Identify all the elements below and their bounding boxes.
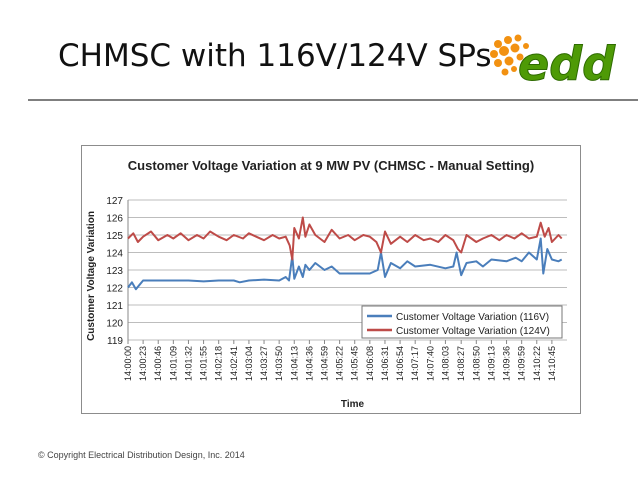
x-tick-label: 14:00:00 — [123, 346, 133, 381]
x-tick-label: 14:02:18 — [214, 346, 224, 381]
title-divider — [28, 99, 638, 101]
y-tick-label: 119 — [107, 336, 123, 347]
x-tick-label: 14:10:45 — [547, 346, 557, 381]
x-tick-label: 14:03:04 — [244, 346, 254, 381]
x-tick-label: 14:05:22 — [335, 346, 345, 381]
chart-legend: Customer Voltage Variation (116V) Custome… — [361, 305, 563, 339]
x-tick-label: 14:03:27 — [259, 346, 269, 381]
x-tick-label: 14:07:17 — [410, 346, 420, 381]
x-axis-label: Time — [341, 399, 365, 410]
x-tick-label: 14:08:03 — [440, 346, 450, 381]
y-tick-label: 123 — [106, 266, 123, 277]
chart-series — [127, 216, 563, 291]
x-tick-label: 14:08:27 — [456, 346, 466, 381]
y-tick-label: 121 — [106, 301, 123, 312]
x-tick-label: 14:01:32 — [183, 346, 193, 381]
x-tick-label: 14:06:31 — [380, 346, 390, 381]
series-line-124v — [127, 216, 563, 261]
slide-title: CHMSC with 116V/124V SPs — [58, 38, 492, 74]
x-tick-label: 14:04:13 — [289, 346, 299, 381]
chart-title: Customer Voltage Variation at 9 MW PV (C… — [127, 158, 535, 173]
edd-logo: edd — [490, 34, 617, 90]
x-tick-label: 14:09:13 — [486, 346, 496, 381]
x-tick-label: 14:06:54 — [395, 346, 405, 381]
legend-entry: Customer Voltage Variation (116V) — [396, 312, 549, 323]
y-axis-ticks: 119 120 121 122 123 124 125 126 127 — [106, 196, 123, 347]
y-tick-label: 122 — [106, 284, 123, 295]
series-line-116v — [127, 237, 563, 291]
y-tick-label: 125 — [106, 231, 123, 242]
x-tick-label: 14:03:50 — [274, 346, 284, 381]
x-tick-label: 14:02:41 — [229, 346, 239, 381]
x-tick-label: 14:05:45 — [350, 346, 360, 381]
y-tick-label: 126 — [106, 214, 123, 225]
logo-dots-icon — [490, 34, 529, 76]
x-tick-label: 14:04:59 — [319, 346, 329, 381]
x-tick-label: 14:04:36 — [304, 346, 314, 381]
legend-box — [361, 305, 563, 339]
x-axis-ticks: 14:00:00 14:00:23 14:00:46 14:01:09 14:01:32… — [123, 340, 557, 381]
x-tick-label: 14:07:40 — [425, 346, 435, 381]
y-tick-label: 127 — [106, 196, 123, 207]
legend-entry: Customer Voltage Variation (124V) — [396, 326, 550, 337]
logo-text: edd — [518, 37, 616, 90]
x-tick-label: 14:00:23 — [138, 346, 148, 381]
copyright-footer: © Copyright Electrical Distribution Desi… — [38, 450, 245, 460]
x-tick-label: 14:09:59 — [517, 346, 527, 381]
y-tick-label: 124 — [106, 249, 123, 260]
x-tick-label: 14:08:50 — [471, 346, 481, 381]
x-tick-label: 14:01:55 — [199, 346, 209, 381]
x-tick-label: 14:10:22 — [532, 346, 542, 381]
y-axis-label: Customer Voltage Variation — [86, 211, 97, 341]
x-tick-label: 14:00:46 — [153, 346, 163, 381]
x-tick-label: 14:09:36 — [502, 346, 512, 381]
y-tick-label: 120 — [106, 319, 123, 330]
x-tick-label: 14:01:09 — [168, 346, 178, 381]
x-tick-label: 14:06:08 — [365, 346, 375, 381]
